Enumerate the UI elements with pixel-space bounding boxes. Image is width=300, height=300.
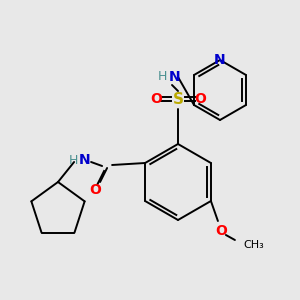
Text: N: N bbox=[78, 153, 90, 167]
Text: H: H bbox=[157, 70, 167, 83]
Text: S: S bbox=[172, 92, 184, 106]
Text: O: O bbox=[215, 224, 227, 238]
Text: O: O bbox=[89, 183, 101, 197]
Text: H: H bbox=[68, 154, 78, 166]
Text: N: N bbox=[214, 53, 226, 67]
Text: N: N bbox=[169, 70, 181, 84]
Text: O: O bbox=[194, 92, 206, 106]
Text: CH₃: CH₃ bbox=[243, 240, 264, 250]
Text: O: O bbox=[150, 92, 162, 106]
